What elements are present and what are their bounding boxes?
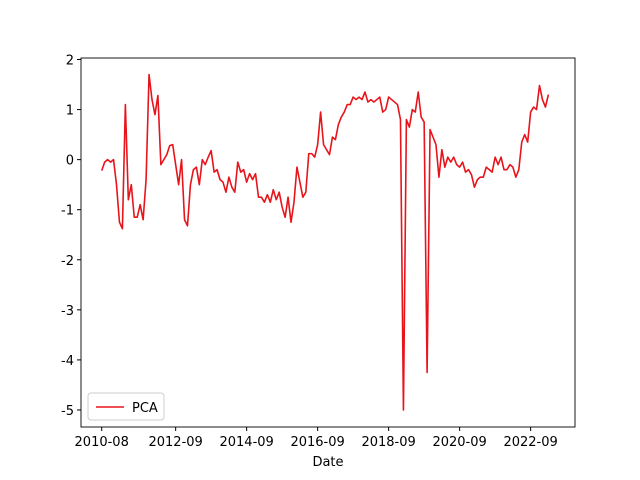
x-tick-label: 2016-09 xyxy=(290,435,344,450)
y-tick-label: -1 xyxy=(61,204,74,219)
x-tick-label: 2018-09 xyxy=(361,435,415,450)
data-line xyxy=(100,73,550,411)
y-tick-label: -3 xyxy=(61,304,74,319)
x-axis-label: Date xyxy=(312,455,343,470)
y-tick-label: 0 xyxy=(66,154,74,169)
x-tick-label: 2022-09 xyxy=(503,435,557,450)
y-tick-label: 1 xyxy=(66,104,74,119)
axes-frame xyxy=(80,57,576,428)
x-tick-label: 2012-09 xyxy=(148,435,202,450)
y-tick-label: -5 xyxy=(61,404,74,419)
x-tick-label: 2020-09 xyxy=(432,435,486,450)
y-tick-label: 2 xyxy=(66,54,74,69)
legend-box xyxy=(87,392,165,421)
legend-label: PCA xyxy=(132,401,158,416)
x-tick-label: 2014-09 xyxy=(219,435,273,450)
x-tick-label: 2010-08 xyxy=(75,435,129,450)
y-tick-label: -2 xyxy=(61,254,74,269)
y-tick-label: -4 xyxy=(61,354,74,369)
